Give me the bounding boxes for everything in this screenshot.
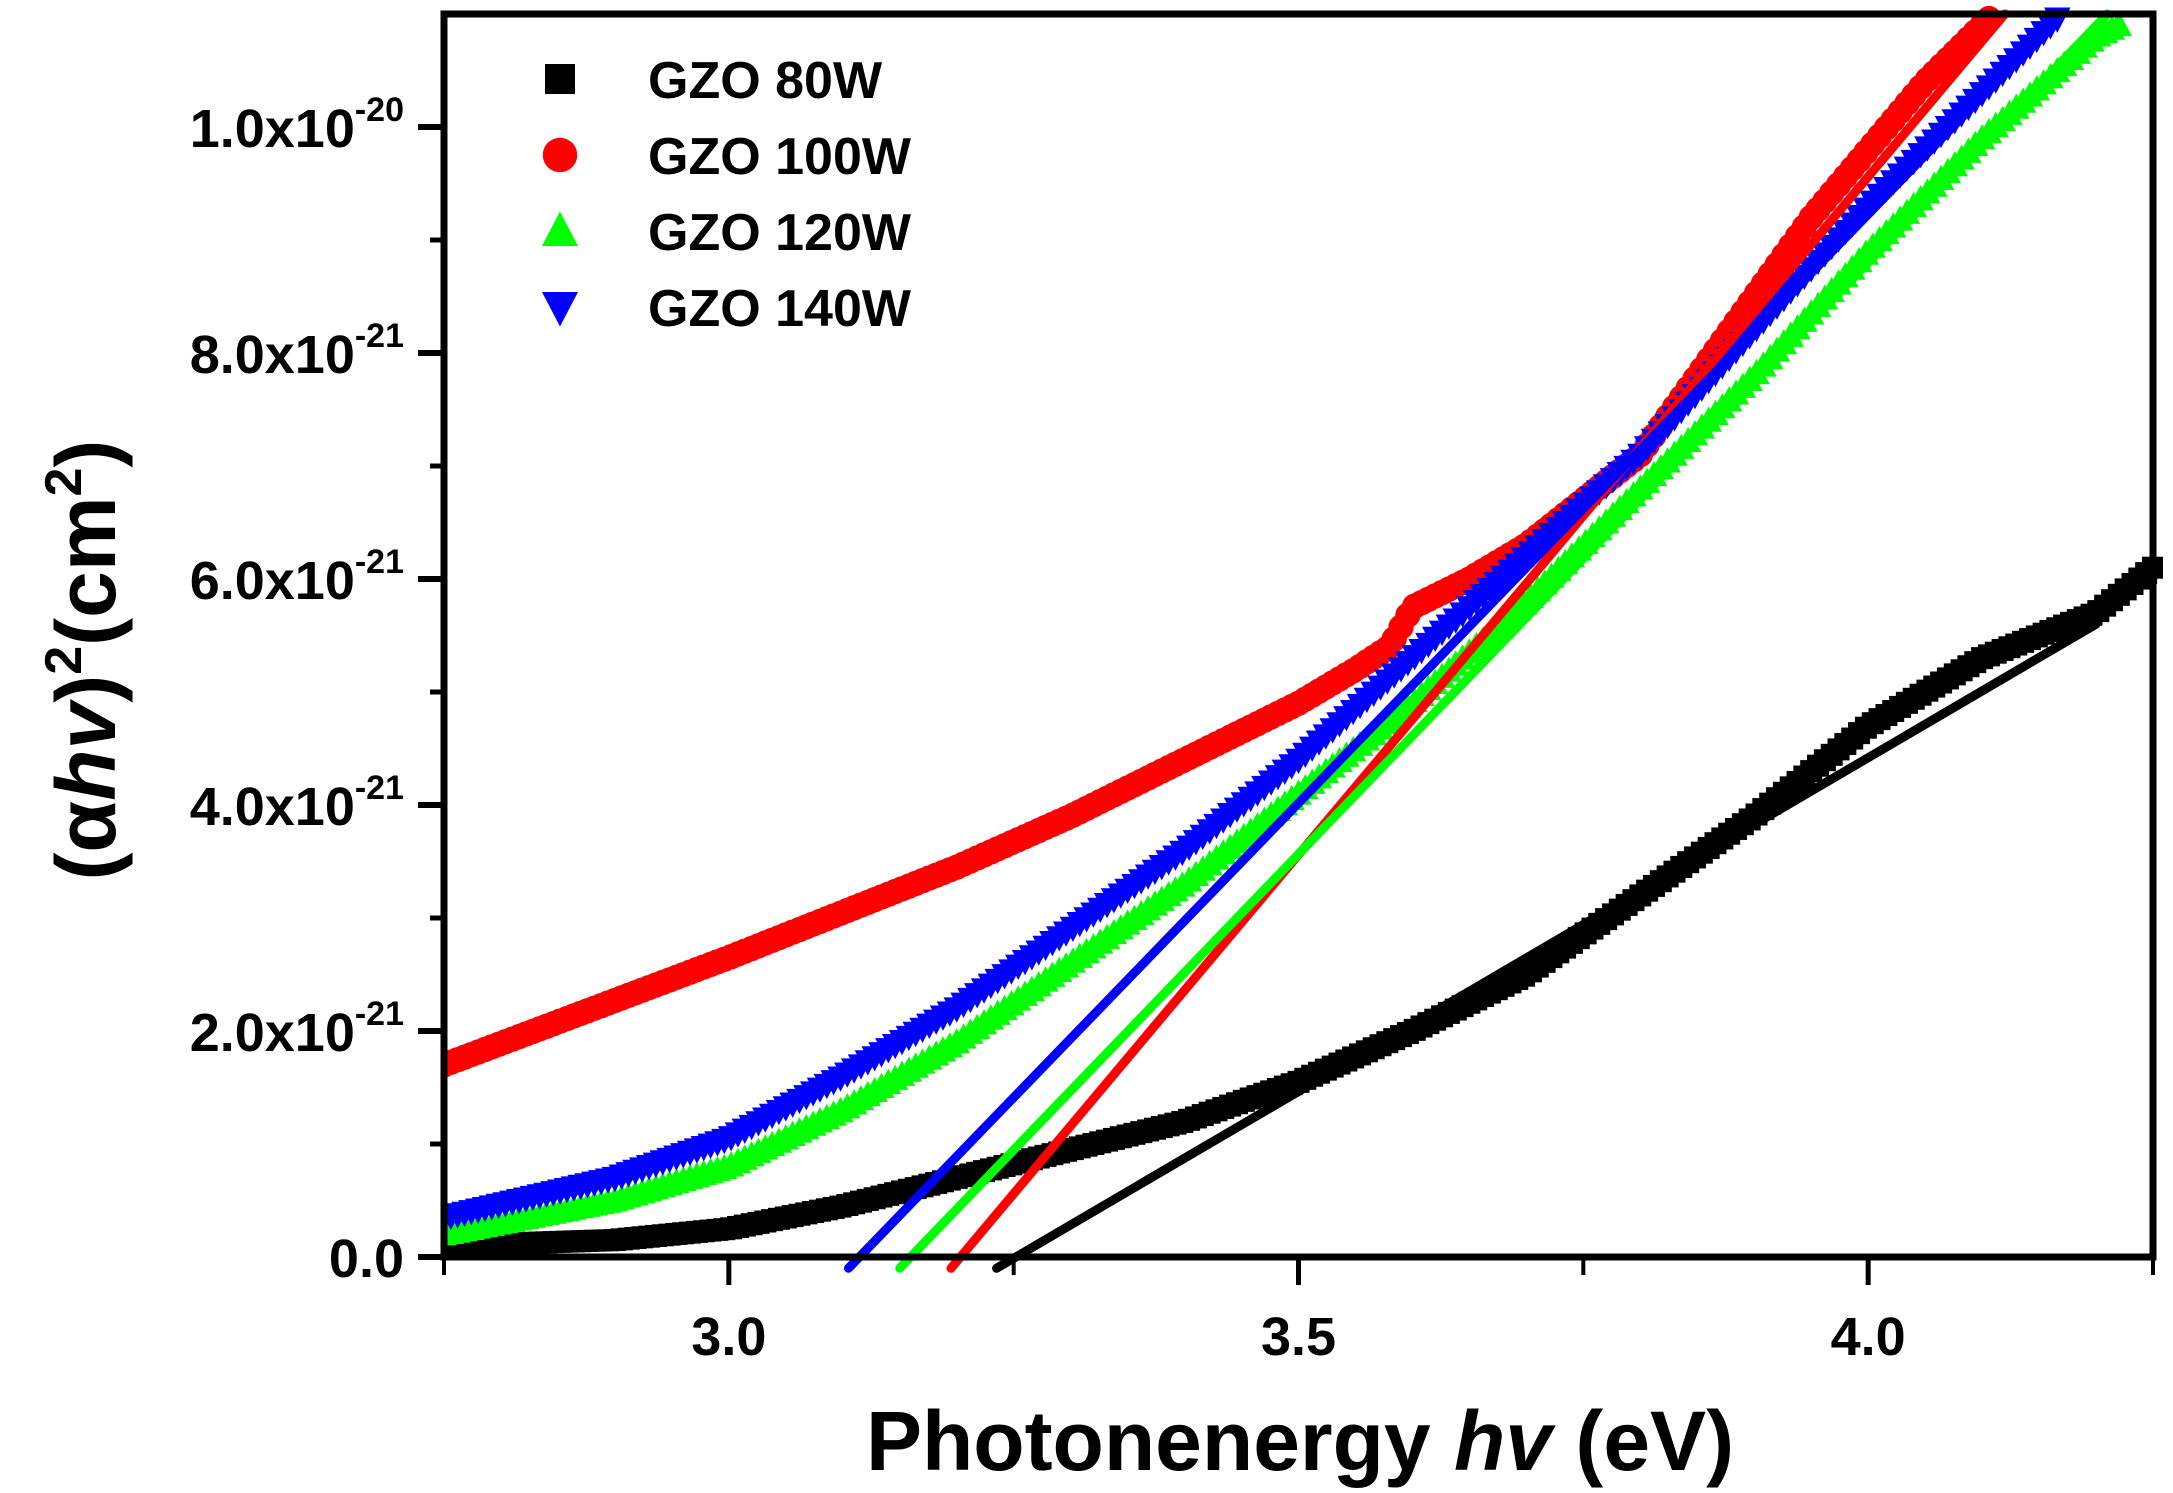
legend-item: GZO 140W — [542, 280, 912, 338]
fit-lines — [843, 9, 2112, 1273]
data-marks — [444, 5, 2163, 1257]
legend-label: GZO 120W — [648, 204, 912, 262]
y-tick-label: 1.0x10-20 — [190, 91, 404, 159]
legend-label: GZO 140W — [648, 280, 912, 338]
legend-label: GZO 100W — [648, 128, 912, 186]
y-tick-label: 8.0x10-21 — [190, 317, 404, 385]
y-tick-label: 0.0 — [329, 1229, 404, 1289]
fit-line-gzo-140w — [843, 9, 2067, 1273]
legend: GZO 80W GZO 100W GZO 120W GZO 140W — [542, 52, 912, 338]
y-axis-title: (αhv)2(cm2) — [35, 440, 133, 881]
series-gzo-80w — [444, 556, 2163, 1257]
x-tick-label: 3.0 — [691, 1307, 766, 1367]
legend-item: GZO 120W — [542, 204, 912, 262]
legend-marker-square-icon — [545, 64, 575, 94]
fit-line-gzo-80w — [992, 619, 2101, 1273]
legend-marker-triangle-down-icon — [542, 292, 578, 327]
y-tick-label: 6.0x10-21 — [190, 543, 404, 611]
x-tick-label: 3.5 — [1261, 1307, 1336, 1367]
axes: 3.0 3.5 4.0 0.0 2.0x10-21 4.0x10-21 6.0x10-21 8… — [190, 91, 2155, 1367]
legend-label: GZO 80W — [648, 52, 883, 110]
fit-line-gzo-100w — [946, 9, 2010, 1273]
legend-item: GZO 80W — [545, 52, 883, 110]
legend-marker-triangle-up-icon — [542, 211, 578, 246]
fit-line-gzo-120w — [895, 9, 2112, 1273]
x-tick-label: 4.0 — [1831, 1307, 1906, 1367]
legend-marker-circle-icon — [542, 137, 578, 173]
legend-item: GZO 100W — [542, 128, 912, 186]
y-tick-label: 2.0x10-21 — [190, 995, 404, 1063]
x-axis-title: Photonenergy hv (eV) — [866, 1394, 1734, 1488]
data-point — [2105, 11, 2133, 37]
y-tick-label: 4.0x10-21 — [190, 769, 404, 837]
